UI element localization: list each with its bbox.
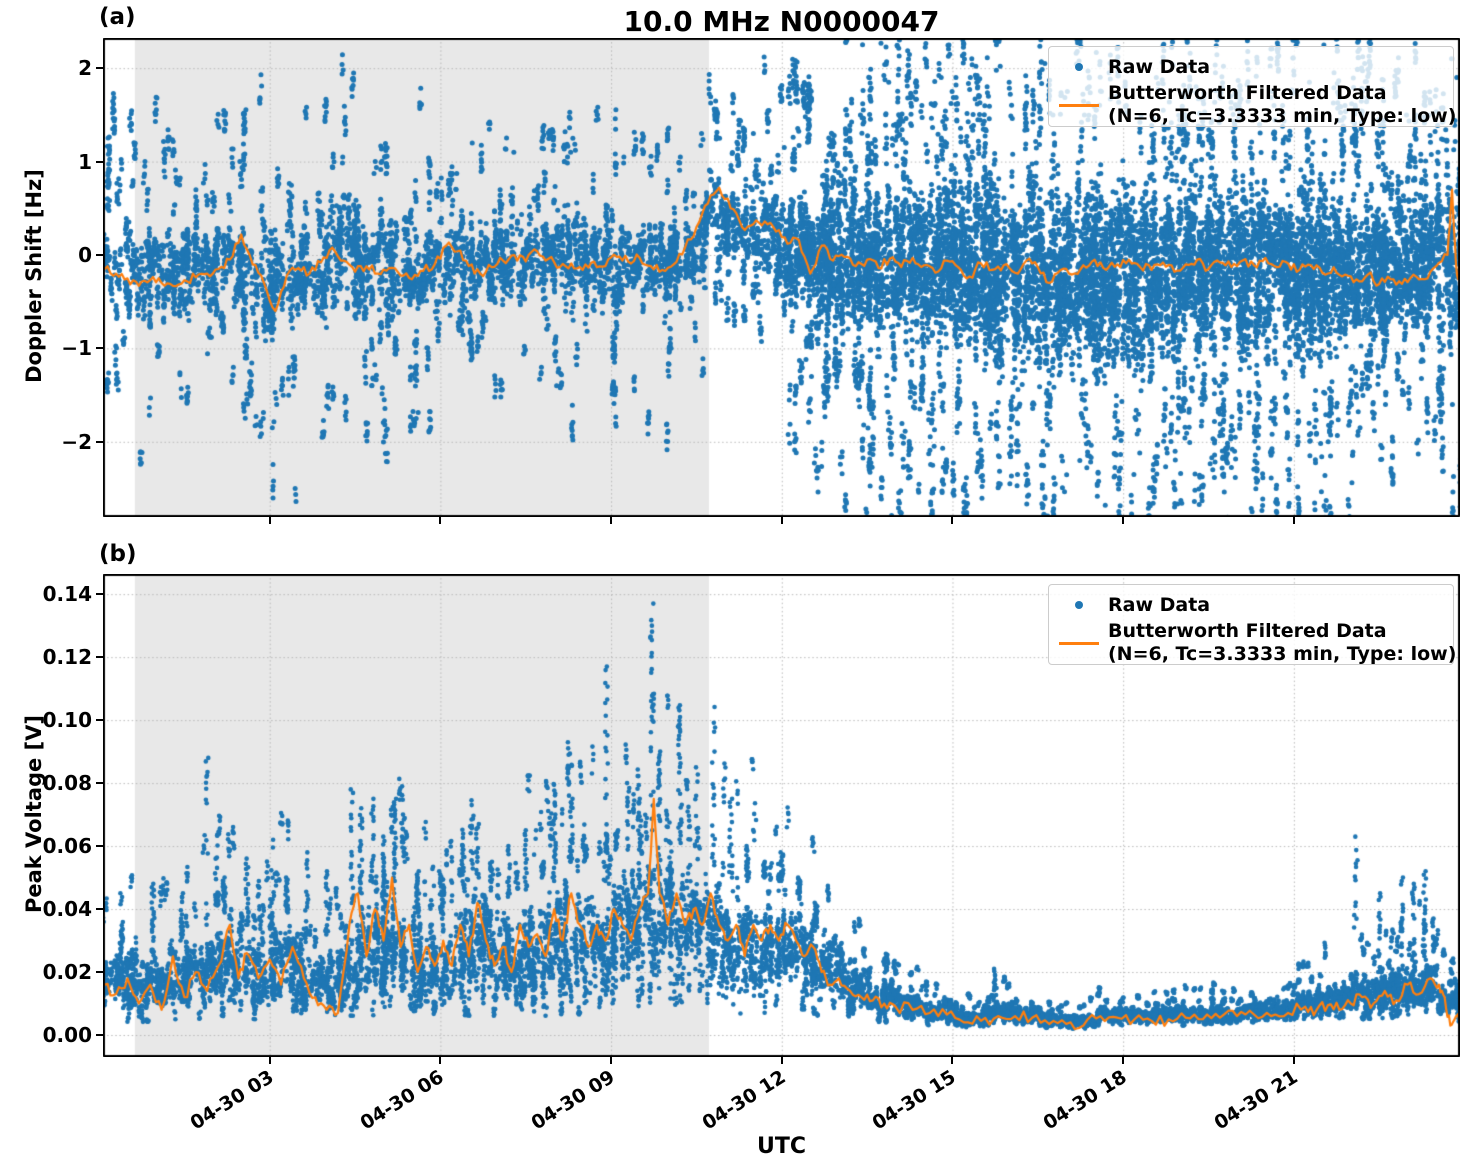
raw-dot-icon <box>1074 601 1083 609</box>
y-tick-label: 0.08 <box>42 771 92 796</box>
filtered-line-icon <box>1058 103 1099 107</box>
y-tick-label: 0.04 <box>42 897 92 922</box>
legend-filtered-line1: Butterworth Filtered Data <box>1108 82 1387 105</box>
x-tick-mark <box>439 517 442 524</box>
x-tick-mark <box>951 517 954 524</box>
x-tick-mark <box>610 1057 613 1064</box>
legend-filtered-label: Butterworth Filtered Data (N=6, Tc=3.333… <box>1108 620 1456 666</box>
y-tick-label: 0 <box>78 242 92 267</box>
y-tick-mark <box>96 160 103 163</box>
legend-raw-label: Raw Data <box>1108 55 1211 78</box>
y-tick-label: 1 <box>78 149 92 174</box>
legend: Raw Data Butterworth Filtered Data (N=6,… <box>1048 46 1456 128</box>
raw-data-marker <box>1049 601 1108 609</box>
voltage-plot-area: Raw Data Butterworth Filtered Data (N=6,… <box>103 574 1460 1057</box>
x-tick-mark <box>268 517 271 524</box>
legend-entry-raw: Raw Data <box>1049 590 1453 620</box>
legend-raw-label: Raw Data <box>1108 593 1211 616</box>
y-tick-mark <box>96 67 103 70</box>
x-tick-mark <box>780 1057 783 1064</box>
y-tick-mark <box>96 971 103 974</box>
y-tick-label: 0.14 <box>42 582 92 607</box>
x-tick-mark <box>1292 517 1295 524</box>
y-tick-mark <box>96 593 103 596</box>
y-tick-mark <box>96 1034 103 1037</box>
legend-entry-filtered: Butterworth Filtered Data (N=6, Tc=3.333… <box>1049 82 1456 128</box>
y-tick-mark <box>96 656 103 659</box>
legend-filtered-label: Butterworth Filtered Data (N=6, Tc=3.333… <box>1108 82 1456 128</box>
y-tick-mark <box>96 845 103 848</box>
legend-entry-raw: Raw Data <box>1049 52 1453 82</box>
filtered-line-marker <box>1049 641 1108 645</box>
y-tick-label: 0.02 <box>42 960 92 985</box>
y-tick-mark <box>96 782 103 785</box>
y-tick-label: 0.06 <box>42 834 92 859</box>
y-tick-mark <box>96 347 103 350</box>
y-tick-label: −2 <box>61 429 92 454</box>
x-axis-label: UTC <box>756 1134 807 1159</box>
raw-dot-icon <box>1074 63 1083 71</box>
filtered-line-marker <box>1049 103 1108 107</box>
y-tick-mark <box>96 253 103 256</box>
y-tick-label: 2 <box>78 56 92 81</box>
x-tick-mark <box>268 1057 271 1064</box>
panel-b-label: (b) <box>99 541 137 567</box>
legend-filtered-line2: (N=6, Tc=3.3333 min, Type: low) <box>1108 643 1457 665</box>
legend-filtered-line1: Butterworth Filtered Data <box>1108 620 1387 643</box>
y-axis-label-voltage: Peak Voltage [V] <box>22 714 46 913</box>
filtered-line-icon <box>1058 641 1099 645</box>
doppler-plot-area: Raw Data Butterworth Filtered Data (N=6,… <box>103 38 1460 517</box>
y-tick-mark <box>96 908 103 911</box>
y-tick-label: 0.00 <box>42 1023 92 1048</box>
panel-a-label: (a) <box>99 4 136 30</box>
x-tick-mark <box>951 1057 954 1064</box>
y-tick-label: −1 <box>61 336 92 361</box>
raw-data-marker <box>1049 63 1108 71</box>
x-tick-mark <box>1122 1057 1125 1064</box>
y-tick-label: 0.10 <box>42 708 92 733</box>
legend-entry-filtered: Butterworth Filtered Data (N=6, Tc=3.333… <box>1049 620 1456 666</box>
x-tick-mark <box>1292 1057 1295 1064</box>
x-tick-mark <box>1122 517 1125 524</box>
x-tick-mark <box>439 1057 442 1064</box>
y-tick-mark <box>96 719 103 722</box>
y-tick-label: 0.12 <box>42 645 92 670</box>
legend-filtered-line2: (N=6, Tc=3.3333 min, Type: low) <box>1108 105 1457 127</box>
x-tick-mark <box>610 517 613 524</box>
chart-title: 10.0 MHz N0000047 <box>623 5 940 38</box>
x-tick-mark <box>780 517 783 524</box>
y-tick-mark <box>96 440 103 443</box>
legend: Raw Data Butterworth Filtered Data (N=6,… <box>1048 584 1456 666</box>
